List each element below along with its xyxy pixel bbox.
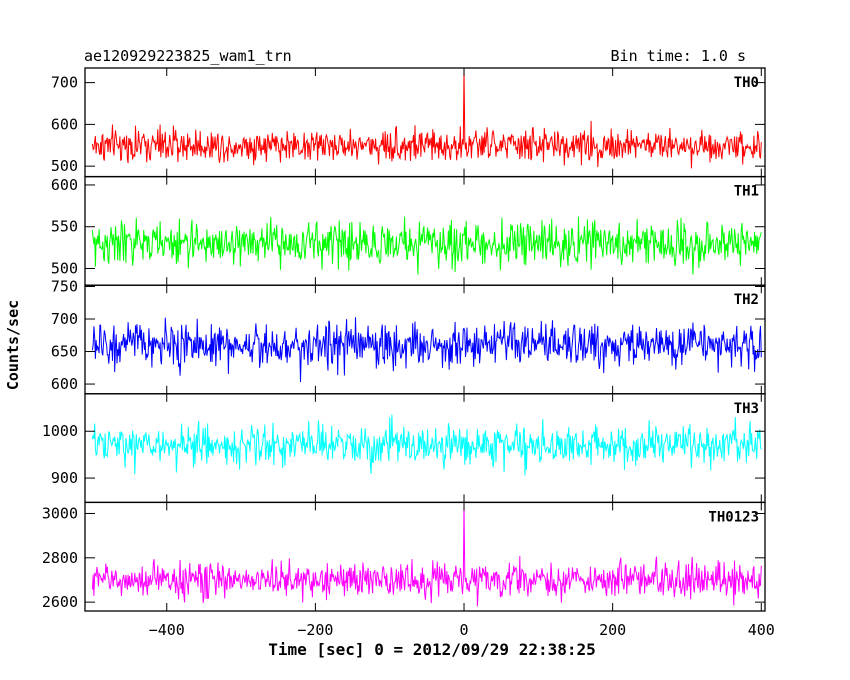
x-tick-label: 400 (748, 621, 775, 639)
panel-th2: 600 650 700 750 TH2 (51, 278, 766, 395)
x-tick-label: −400 (149, 621, 185, 639)
y-tick-label: 1000 (42, 422, 78, 440)
panel-th3: 900 1000 TH3 (42, 393, 766, 504)
y-tick-label: 2800 (42, 549, 78, 567)
panel-th0123: 2600 2800 3000 TH0123 (42, 501, 766, 612)
series-th3 (91, 414, 762, 476)
series-th0 (91, 68, 762, 169)
y-tick-label: 2600 (42, 593, 78, 611)
panel-label: TH2 (734, 292, 759, 308)
y-tick-label: 500 (51, 259, 78, 277)
y-tick-label: 900 (51, 469, 78, 487)
x-tick-label: −200 (297, 621, 333, 639)
y-tick-label: 700 (51, 74, 78, 92)
y-tick-label: 3000 (42, 504, 78, 522)
panel-label: TH0123 (708, 509, 759, 525)
x-tick-label: 0 (460, 621, 469, 639)
panel-th1: 500 550 600 TH1 (51, 175, 766, 286)
y-tick-label: 600 (51, 375, 78, 393)
y-tick-label: 700 (51, 310, 78, 328)
y-tick-label: 650 (51, 343, 78, 361)
y-tick-label: 600 (51, 176, 78, 194)
panel-label: TH3 (734, 401, 759, 417)
x-tick-label: 200 (599, 621, 626, 639)
panel-frame (84, 67, 766, 178)
panel-th0: 500 600 700 TH0 (51, 67, 766, 178)
y-tick-label: 500 (51, 157, 78, 175)
y-tick-label: 550 (51, 218, 78, 236)
chart-title: ae120929223825_wam1_trn (84, 47, 292, 65)
panel-frame (84, 501, 766, 612)
panel-label: TH1 (734, 184, 759, 200)
x-axis-label: Time [sec] 0 = 2012/09/29 22:38:25 (268, 640, 596, 659)
y-tick-label: 600 (51, 115, 78, 133)
panel-label: TH0 (734, 75, 759, 91)
y-tick-label: 750 (51, 278, 78, 296)
bin-time-label: Bin time: 1.0 s (611, 47, 746, 65)
series-th2 (91, 317, 762, 383)
series-th1 (91, 216, 762, 275)
y-axis-label: Counts/sec (4, 300, 22, 390)
series-th0123 (91, 504, 762, 607)
